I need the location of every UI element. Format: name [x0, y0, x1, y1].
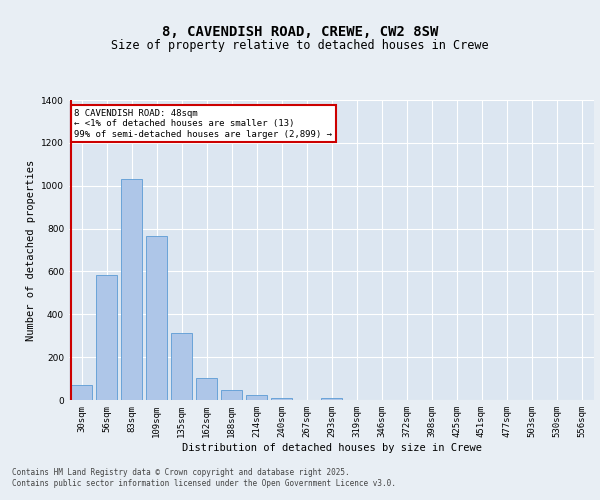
Y-axis label: Number of detached properties: Number of detached properties [26, 160, 35, 340]
Text: 8 CAVENDISH ROAD: 48sqm
← <1% of detached houses are smaller (13)
99% of semi-de: 8 CAVENDISH ROAD: 48sqm ← <1% of detache… [74, 109, 332, 139]
Bar [121, 180, 142, 400]
Bar [246, 396, 267, 400]
X-axis label: Distribution of detached houses by size in Crewe: Distribution of detached houses by size … [182, 442, 482, 452]
Text: Size of property relative to detached houses in Crewe: Size of property relative to detached ho… [111, 38, 489, 52]
Bar [321, 398, 342, 400]
Bar [196, 378, 217, 400]
Bar [271, 398, 292, 400]
Bar [96, 274, 117, 400]
Text: 8, CAVENDISH ROAD, CREWE, CW2 8SW: 8, CAVENDISH ROAD, CREWE, CW2 8SW [162, 26, 438, 40]
Bar [146, 236, 167, 400]
Text: Contains HM Land Registry data © Crown copyright and database right 2025.
Contai: Contains HM Land Registry data © Crown c… [12, 468, 396, 487]
Bar [171, 332, 192, 400]
Bar [71, 385, 92, 400]
Bar [221, 390, 242, 400]
